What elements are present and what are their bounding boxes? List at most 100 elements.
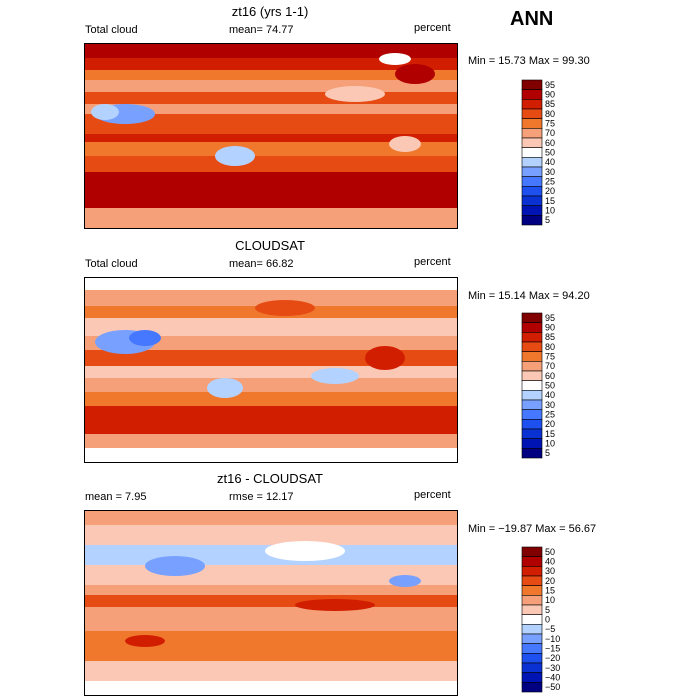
colorbar-swatch — [521, 79, 543, 90]
colorbar-swatch — [521, 672, 543, 683]
colorbar-tick-label: 90 — [545, 323, 555, 333]
colorbar-tick-label: −15 — [545, 644, 560, 654]
colorbar-tick-label: 75 — [545, 119, 555, 129]
colorbar-tick-label: −5 — [545, 624, 555, 634]
colorbar-tick-label: 25 — [545, 177, 555, 187]
colorbar-swatch — [521, 662, 543, 673]
colorbar-swatch — [521, 546, 543, 557]
colorbar-tick-label: 30 — [545, 167, 555, 177]
colorbar-swatch — [521, 332, 543, 343]
colorbar-swatch — [521, 682, 543, 693]
mean-label: mean= 74.77 — [229, 24, 294, 36]
colorbar-tick-label: 20 — [545, 576, 555, 586]
colorbar-swatch — [521, 390, 543, 401]
units-label: percent — [414, 256, 451, 268]
colorbar-swatch — [521, 614, 543, 625]
difference-cloud-map — [84, 510, 458, 696]
colorbar-tick-label: 30 — [545, 566, 555, 576]
colorbar-tick-label: 10 — [545, 206, 555, 216]
colorbar-tick-label: 40 — [545, 557, 555, 567]
colorbar-tick-label: −30 — [545, 663, 560, 673]
colorbar-tick-label: 10 — [545, 595, 555, 605]
colorbar-swatch — [521, 195, 543, 206]
colorbar-swatch — [521, 624, 543, 635]
colorbar-tick-label: 50 — [545, 381, 555, 391]
units-label: percent — [414, 22, 451, 34]
colorbar-tick-label: 85 — [545, 332, 555, 342]
colorbar-tick-label: 20 — [545, 186, 555, 196]
colorbar-swatch — [521, 351, 543, 362]
colorbar-tick-label: 10 — [545, 439, 555, 449]
colorbar-tick-label: 5 — [545, 448, 550, 458]
colorbar-tick-label: 25 — [545, 410, 555, 420]
colorbar-swatch — [521, 118, 543, 129]
cloudsat-cloud-map — [84, 277, 458, 463]
colorbar-tick-label: −20 — [545, 653, 560, 663]
colorbar-swatch — [521, 448, 543, 459]
colorbar-tick-label: 50 — [545, 547, 555, 557]
colorbar-swatch — [521, 157, 543, 168]
minmax-label: Min = 15.14 Max = 94.20 — [468, 290, 590, 302]
colorbar-swatch — [521, 438, 543, 449]
colorbar-tick-label: −40 — [545, 673, 560, 683]
colorbar-swatch — [521, 147, 543, 158]
colorbar-tick-label: 70 — [545, 361, 555, 371]
colorbar-swatch — [521, 633, 543, 644]
colorbar-tick-label: 85 — [545, 99, 555, 109]
mean-label: mean= 66.82 — [229, 258, 294, 270]
colorbar-swatch — [521, 215, 543, 226]
colorbar-swatch — [521, 186, 543, 197]
colorbar-tick-label: 5 — [545, 605, 550, 615]
colorbar-tick-label: 15 — [545, 586, 555, 596]
colorbar-swatch — [521, 312, 543, 323]
colorbar: 95 90 85 80 75 70 60 50 40 30 25 20 15 10 5 — [521, 312, 582, 459]
colorbar-tick-label: 20 — [545, 419, 555, 429]
colorbar-swatch — [521, 137, 543, 148]
colorbar-tick-label: 40 — [545, 390, 555, 400]
colorbar-swatch — [521, 361, 543, 372]
season-label: ANN — [510, 8, 554, 30]
colorbar-tick-label: 30 — [545, 400, 555, 410]
colorbar-swatch — [521, 556, 543, 567]
colorbar-swatch — [521, 566, 543, 577]
colorbar-swatch — [521, 575, 543, 586]
colorbar-swatch — [521, 399, 543, 410]
colorbar-tick-label: 60 — [545, 138, 555, 148]
colorbar-swatch — [521, 380, 543, 391]
colorbar-swatch — [521, 643, 543, 654]
colorbar-swatch — [521, 322, 543, 333]
colorbar-swatch — [521, 604, 543, 615]
rmse-label: rmse = 12.17 — [229, 491, 294, 503]
colorbar-swatch — [521, 341, 543, 352]
units-label: percent — [414, 489, 451, 501]
colorbar-swatch — [521, 428, 543, 439]
colorbar-tick-label: 90 — [545, 90, 555, 100]
variable-label: Total cloud — [85, 24, 138, 36]
colorbar: 95 90 85 80 75 70 60 50 40 30 25 20 15 10 5 — [521, 79, 582, 226]
colorbar-swatch — [521, 653, 543, 664]
panel-title: zt16 (yrs 1-1) — [231, 4, 309, 19]
panel-title: zt16 - CLOUDSAT — [217, 471, 323, 486]
colorbar-swatch — [521, 128, 543, 139]
colorbar-swatch — [521, 370, 543, 381]
colorbar-swatch — [521, 166, 543, 177]
colorbar: 50 40 30 20 15 10 5 0 −5 −10 −15 −20 −30 −40 −50 — [521, 546, 582, 693]
minmax-label: Min = 15.73 Max = 99.30 — [468, 55, 590, 67]
colorbar-swatch — [521, 585, 543, 596]
colorbar-swatch — [521, 409, 543, 420]
colorbar-tick-label: 80 — [545, 342, 555, 352]
colorbar-swatch — [521, 419, 543, 430]
colorbar-tick-label: 95 — [545, 80, 555, 90]
colorbar-tick-label: 75 — [545, 352, 555, 362]
colorbar-tick-label: 0 — [545, 615, 550, 625]
colorbar-tick-label: 40 — [545, 157, 555, 167]
colorbar-tick-label: −10 — [545, 634, 560, 644]
colorbar-swatch — [521, 595, 543, 606]
colorbar-swatch — [521, 99, 543, 110]
minmax-label: Min = −19.87 Max = 56.67 — [468, 523, 597, 535]
colorbar-swatch — [521, 89, 543, 100]
panel-title: CLOUDSAT — [235, 238, 305, 253]
variable-label: Total cloud — [85, 258, 138, 270]
colorbar-tick-label: 95 — [545, 313, 555, 323]
colorbar-swatch — [521, 176, 543, 187]
